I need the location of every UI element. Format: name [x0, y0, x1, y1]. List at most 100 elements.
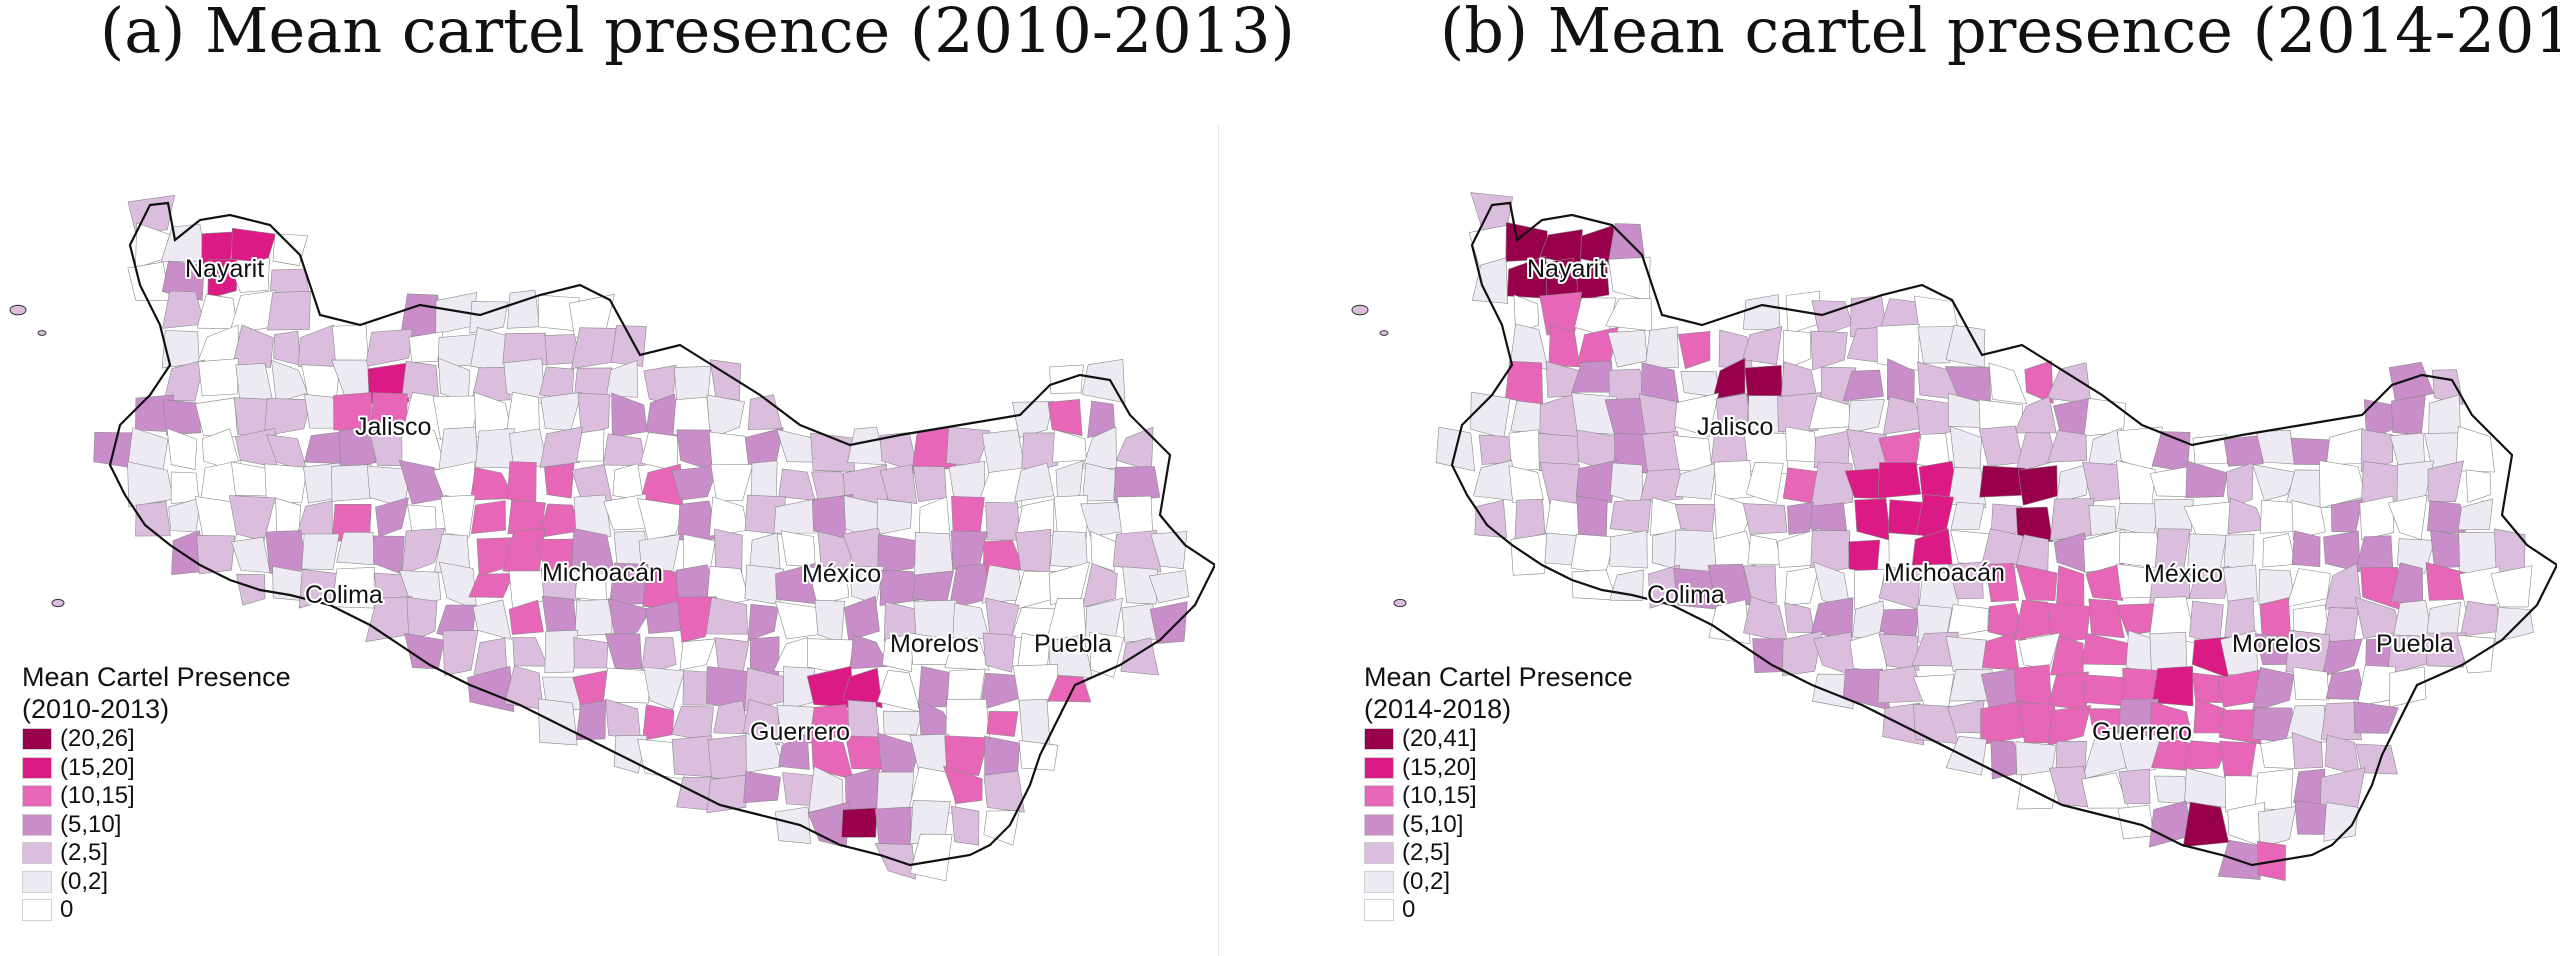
municipality-region: [196, 534, 236, 575]
municipality-region: [1049, 530, 1088, 569]
state-label-michoacan: Michoacán: [542, 559, 663, 587]
legend-a-items: (20,26] (15,20] (10,15] (5,10] (2,5] (0,2] 0: [22, 725, 291, 925]
municipality-region: [842, 667, 883, 709]
legend-item: (5,10]: [1364, 811, 1633, 840]
municipality-region: [198, 358, 239, 397]
municipality-region: [2227, 497, 2266, 535]
municipality-region: [235, 363, 274, 404]
legend-swatch: [1364, 728, 1394, 751]
legend-label: (0,2]: [1402, 867, 1451, 895]
state-label-mexico: México: [802, 560, 881, 588]
municipality-region: [401, 360, 439, 399]
municipality-region: [2153, 499, 2194, 535]
state-label-guerrero: Guerrero: [2092, 718, 2192, 746]
municipality-region: [2391, 395, 2426, 436]
legend-b-subtitle: (2014-2018): [1364, 694, 1512, 724]
legend-label: 0: [60, 896, 74, 924]
municipality-region: [1570, 533, 1617, 574]
legend-label: (10,15]: [60, 782, 135, 810]
legend-b-items: (20,41] (15,20] (10,15] (5,10] (2,5] (0,2] 0: [1364, 725, 1633, 925]
municipality-region: [2321, 638, 2363, 678]
municipality-region: [230, 257, 270, 293]
municipality-region: [705, 596, 748, 635]
legend-swatch: [1364, 785, 1394, 808]
municipality-region: [544, 462, 575, 499]
municipality-region: [442, 630, 479, 676]
municipality-region: [1985, 562, 2019, 603]
municipality-region: [743, 698, 780, 746]
municipality-region: [710, 464, 754, 502]
municipality-region: [506, 461, 537, 507]
municipality-region: [2292, 666, 2330, 701]
municipality-region: [1082, 562, 1118, 608]
municipality-region: [2387, 494, 2428, 541]
municipality-region: [1149, 601, 1188, 644]
municipality-region: [2359, 495, 2395, 540]
municipality-region: [1018, 699, 1051, 746]
municipality-region: [642, 704, 675, 741]
municipality-region: [1714, 460, 1754, 501]
municipality-region: [706, 394, 745, 439]
municipality-region: [909, 833, 953, 882]
municipality-region: [2326, 427, 2364, 465]
municipality-region: [611, 392, 648, 438]
legend-item: (10,15]: [1364, 782, 1633, 811]
municipality-region: [2182, 801, 2230, 848]
map-panel-a: Nayarit Jalisco Colima Michoacán México …: [0, 125, 1215, 956]
legend-item: (10,15]: [22, 782, 291, 811]
legend-swatch: [1364, 842, 1394, 865]
municipality-region: [1945, 735, 1987, 776]
legend-label: 0: [1402, 896, 1416, 924]
municipality-region: [1743, 565, 1777, 604]
legend-label: (10,15]: [1402, 782, 1477, 810]
municipality-region: [1680, 371, 1720, 398]
map-a-svg: Nayarit Jalisco Colima Michoacán México …: [9, 195, 1215, 882]
municipality-region: [636, 497, 686, 541]
municipality-region: [1081, 358, 1126, 404]
municipality-region: [196, 293, 238, 330]
municipality-region: [1948, 561, 1984, 600]
municipality-region: [375, 497, 410, 538]
municipality-region: [1047, 398, 1083, 436]
municipality-region: [918, 496, 951, 538]
municipality-region: [1677, 330, 1711, 370]
municipality-region: [1048, 561, 1091, 605]
island: [37, 330, 47, 336]
municipality-region: [475, 428, 515, 469]
municipality-region: [2148, 701, 2193, 741]
municipality-region: [508, 599, 544, 635]
municipality-region: [127, 461, 174, 508]
municipality-region: [2258, 806, 2297, 848]
municipality-region: [2260, 736, 2298, 769]
municipality-region: [2252, 667, 2295, 713]
municipality-region: [127, 195, 175, 234]
municipality-region: [747, 603, 779, 642]
municipality-region: [2182, 740, 2230, 770]
municipality-region: [2088, 598, 2125, 639]
legend-swatch: [22, 728, 52, 751]
municipality-region: [882, 710, 923, 735]
municipality-region: [1576, 495, 1608, 539]
municipality-region: [881, 633, 915, 673]
municipality-region: [774, 601, 821, 640]
municipality-region: [950, 530, 988, 570]
municipality-region: [2356, 535, 2394, 569]
municipality-region: [2427, 460, 2464, 503]
municipality-region: [604, 633, 643, 670]
municipality-region: [951, 805, 980, 846]
municipality-region: [1777, 392, 1822, 433]
municipality-region: [1510, 533, 1549, 576]
municipality-region: [2465, 469, 2491, 503]
municipality-region: [2024, 360, 2054, 405]
municipality-region: [2360, 429, 2393, 473]
municipality-region: [438, 561, 478, 611]
legend-item: (0,2]: [1364, 868, 1633, 897]
municipality-region: [1015, 528, 1052, 573]
state-label-michoacan: Michoacán: [1884, 559, 2005, 587]
municipality-region: [1917, 326, 1956, 364]
municipality-region: [981, 429, 1026, 475]
state-labels: Nayarit Jalisco Colima Michoacán México …: [183, 253, 1114, 748]
municipality-region: [985, 501, 1021, 541]
legend-swatch: [22, 870, 52, 893]
municipality-region: [470, 366, 511, 403]
